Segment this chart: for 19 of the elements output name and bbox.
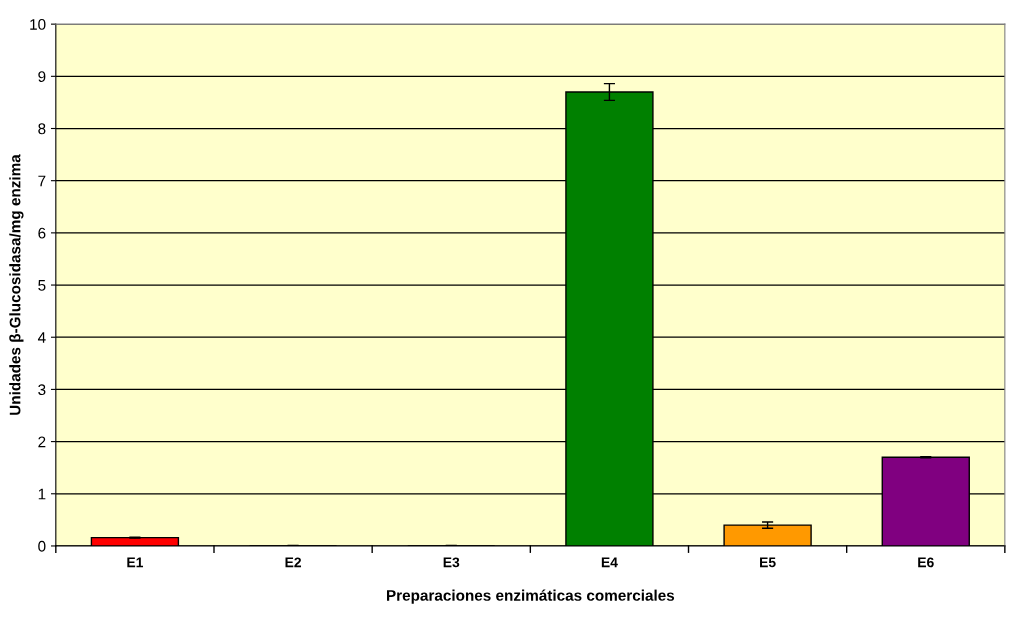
y-tick-label: 7: [38, 175, 46, 187]
y-tick-label: 4: [37, 332, 46, 343]
x-tick-label: E3: [443, 557, 460, 568]
x-tick-label: E2: [285, 557, 302, 568]
x-tick-label: E4: [601, 557, 618, 568]
y-tick-label: 6: [38, 227, 46, 239]
y-tick-label: 8: [38, 123, 46, 135]
x-tick-label: E1: [127, 557, 144, 568]
x-tick-label: E5: [760, 557, 776, 568]
x-tick-label: E6: [918, 557, 934, 568]
y-tick-label: 0: [38, 540, 46, 552]
y-tick-label: 5: [38, 280, 46, 291]
y-tick-label: 1: [38, 488, 46, 500]
x-axis-title: Preparaciones enzimáticas comerciales: [387, 589, 675, 604]
y-tick-label: 9: [38, 71, 46, 83]
y-tick-label: 3: [38, 384, 46, 396]
y-tick-label: 2: [38, 436, 46, 448]
y-tick-label: 10: [30, 19, 46, 30]
y-axis-title: Unidades β-Glucosidasa/mg enzima: [9, 154, 24, 415]
